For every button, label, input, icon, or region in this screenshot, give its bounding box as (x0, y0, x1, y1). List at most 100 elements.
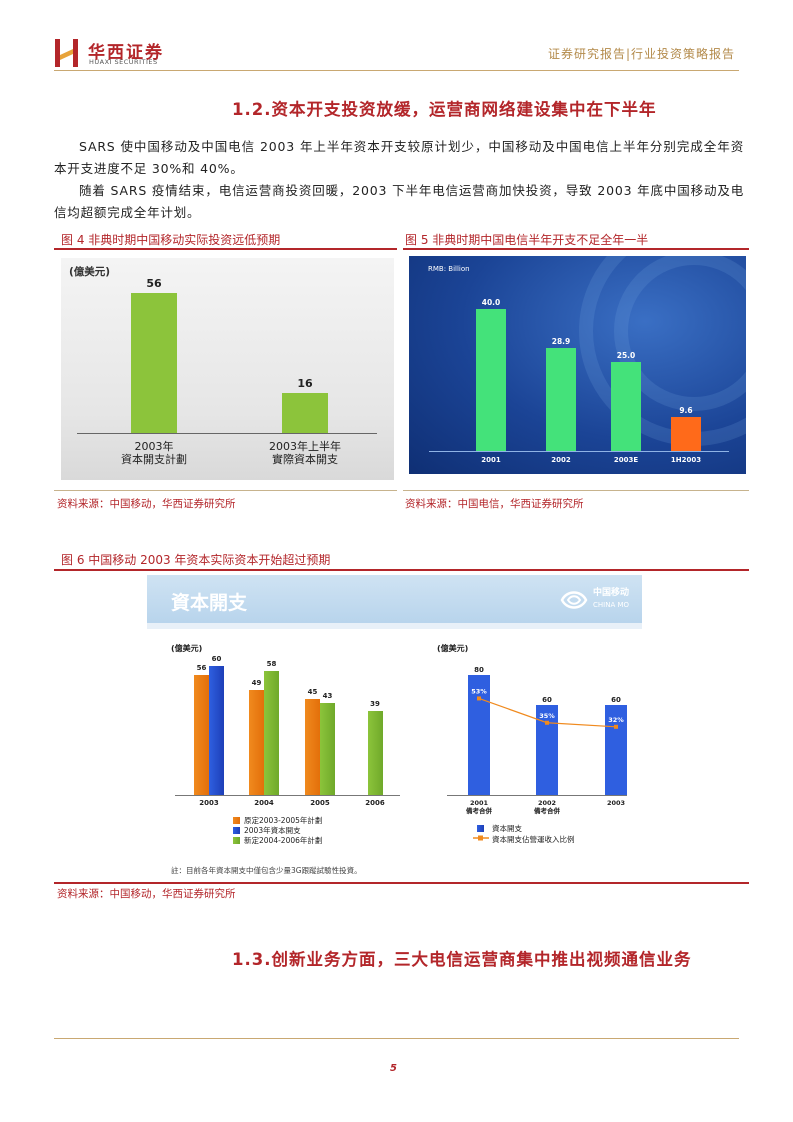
fig6-caption: 图 6 中国移动 2003 年资本实际资本开始超过预期 (61, 553, 331, 567)
fig6-top-rule (54, 569, 749, 571)
fig5-top-rule (403, 248, 749, 250)
fig4-category-line: 2003年 (134, 440, 174, 453)
legend-swatch-blue (233, 827, 240, 834)
fig5-data-label: 9.6 (679, 405, 693, 415)
fig6-left-data-label: 58 (266, 659, 277, 668)
page-number: 5 (390, 1063, 397, 1074)
china-mobile-name: 中国移动 (593, 588, 630, 598)
fig5-x-axis (429, 451, 729, 452)
fig4-category-line: 實際資本開支 (272, 453, 338, 466)
fig5-chart: RMB: Billion 40.0 2001 28.9 2002 25.0 2003E 9.… (409, 256, 746, 474)
fig6-left-category-label: 2003 (199, 799, 219, 807)
huaxi-logo-icon (55, 39, 78, 67)
fig5-data-label: 28.9 (551, 337, 571, 347)
fig6-left-unit-label: (億美元) (171, 644, 203, 653)
fig5-caption: 图 5 非典时期中国电信半年开支不足全年一半 (405, 233, 649, 247)
legend-item: 資本開支佔營運收入比例 (492, 835, 575, 844)
fig6-bottom-rule (54, 882, 749, 884)
fig5-bar (546, 348, 576, 451)
fig4-top-rule (54, 248, 397, 250)
fig4-unit-label: (億美元) (69, 266, 111, 278)
fig5-bar (476, 308, 506, 451)
fig6-source: 资料来源：中国移动，华西证券研究所 (57, 888, 236, 900)
fig4-bottom-rule (54, 490, 397, 491)
fig6-left-category-label: 2006 (365, 799, 385, 807)
legend-swatch-orange (233, 817, 240, 824)
legend-swatch-green (233, 837, 240, 844)
fig5-bottom-rule (403, 490, 749, 491)
fig6-banner-strip (147, 623, 642, 629)
legend-item: 2003年資本開支 (244, 826, 301, 835)
china-mobile-logo-icon (560, 591, 588, 609)
fig6-left-data-label: 39 (370, 700, 380, 709)
section-heading-1-2: 1.2.资本开支投资放缓，运营商网络建设集中在下半年 (232, 100, 657, 119)
fig4-bar (131, 293, 177, 433)
fig5-source: 资料来源：中国电信，华西证券研究所 (405, 498, 584, 510)
fig6-left-bar (194, 675, 209, 795)
fig4-category-line: 2003年上半年 (269, 440, 341, 453)
fig6-right-ratio-label: 35% (539, 712, 555, 720)
fig6-left-bar (367, 711, 383, 795)
fig6-right-category-label: 2002 (538, 799, 556, 807)
fig6-right-ratio-label: 32% (608, 716, 624, 724)
fig6-right-ratio-point (545, 720, 549, 725)
fig6-right-unit-label: (億美元) (437, 644, 469, 653)
fig4-source: 资料来源：中国移动，华西证券研究所 (57, 498, 236, 510)
fig4-category-line: 資本開支計劃 (121, 453, 187, 466)
fig5-category-label: 2003E (613, 456, 639, 464)
fig6-right-bar (468, 675, 490, 795)
fig4-category-label: 2003年上半年 實際資本開支 (250, 440, 360, 466)
header-divider (54, 70, 739, 71)
paragraph-2: 随着 SARS 疫情结束，电信运营商投资回暖，2003 下半年电信运营商加快投资… (54, 183, 744, 220)
fig5-unit-label: RMB: Billion (428, 265, 470, 273)
fig6-right-x-axis (447, 795, 627, 796)
fig6-right-category-label: 備考合併 (466, 806, 493, 815)
fig6-left-bar (249, 690, 264, 795)
logo-chinese-name: 华西证券 (88, 43, 164, 63)
fig6-right-bar (605, 705, 627, 795)
fig4-data-label: 56 (146, 277, 162, 290)
fig5-data-label: 40.0 (481, 297, 501, 307)
fig4-chart: (億美元) 56 16 2003年 資本開支計劃 2003年上半年 實際資本開支 (61, 258, 394, 480)
fig5-bar (671, 416, 701, 451)
fig6-right-ratio-point (477, 696, 481, 701)
fig5-category-label: 2001 (481, 456, 501, 464)
fig6-left-bar (320, 702, 335, 795)
fig6-left-data-label: 60 (211, 655, 222, 664)
fig5-bar (611, 362, 641, 451)
fig6-left-data-label: 45 (307, 687, 318, 696)
report-type-label: 证券研究报告|行业投资策略报告 (547, 47, 735, 61)
fig6-left-bar (209, 666, 224, 795)
fig4-data-label: 16 (297, 377, 313, 390)
fig6-left-x-axis (175, 795, 400, 796)
fig6-banner-title: 資本開支 (171, 592, 248, 614)
fig4-category-label: 2003年 資本開支計劃 (99, 440, 209, 466)
fig6-right-category-label: 2001 (470, 799, 489, 807)
legend-swatch-blue (477, 825, 484, 832)
fig5-category-label: 2002 (551, 456, 571, 464)
fig4-bar (282, 393, 328, 433)
fig6-banner (147, 575, 642, 623)
legend-line-icon (473, 835, 489, 841)
fig6-left-data-label: 56 (196, 664, 207, 672)
paragraph-1: SARS 使中国移动及中国电信 2003 年上半年资本开支较原计划少，中国移动及… (54, 139, 744, 176)
fig5-category-label: 1H2003 (670, 456, 702, 464)
fig6-right-bar (536, 705, 558, 795)
fig6-right-category-label: 備考合併 (534, 806, 561, 815)
fig6-chart: 資本開支 中国移动 CHINA MO (億美元) 56 60 2003 49 58 200… (147, 575, 642, 881)
fig6-right-category-label: 2003 (607, 799, 625, 807)
fig5-data-label: 25.0 (616, 351, 636, 361)
fig6-left-category-label: 2005 (310, 799, 330, 807)
fig6-note: 註：目前各年資本開支中僅包含少量3G跟蹤試驗性投資。 (171, 866, 362, 875)
fig6-left-data-label: 49 (251, 679, 262, 687)
fig6-left-bar (305, 698, 320, 795)
fig6-right-ratio-label: 53% (471, 687, 487, 695)
logo-english-name: HUAXI SECURITIES (89, 58, 158, 66)
fig6-left-data-label: 43 (322, 691, 333, 700)
china-mobile-english: CHINA MO (593, 601, 630, 609)
fig6-right-data-label: 80 (474, 666, 484, 674)
fig6-left-category-label: 2004 (254, 799, 274, 807)
fig6-right-data-label: 60 (611, 696, 621, 704)
fig6-right-data-label: 60 (542, 696, 552, 704)
